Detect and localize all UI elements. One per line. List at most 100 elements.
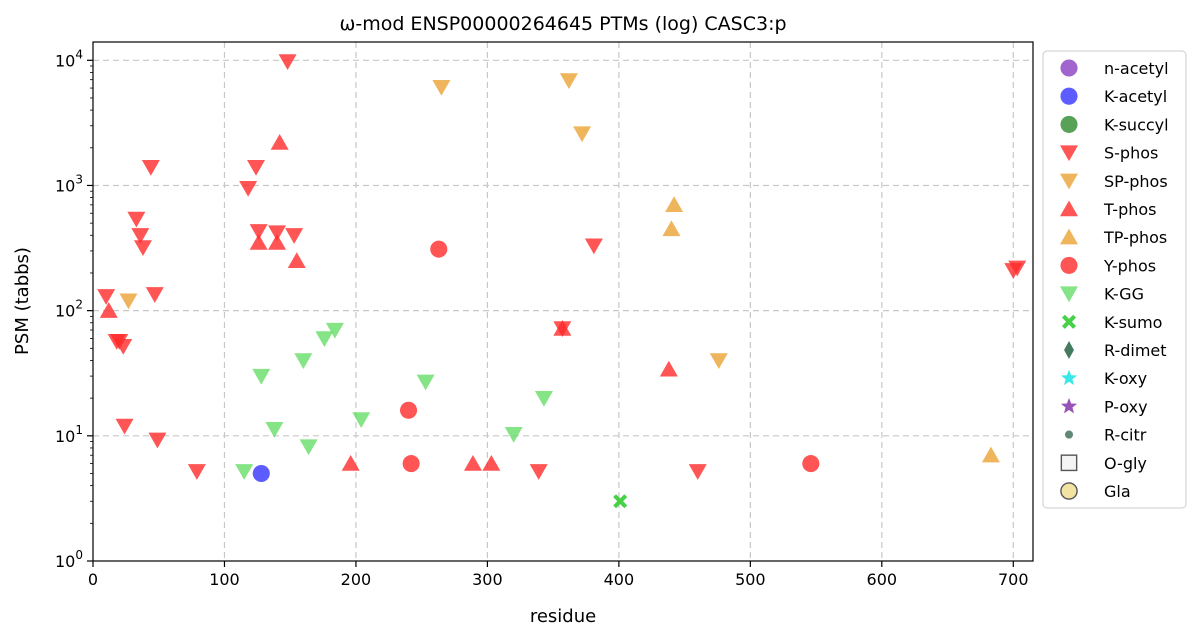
t-phos-point (463, 455, 482, 471)
s-phos-point (688, 464, 707, 480)
k-gg-point (416, 374, 435, 391)
legend-marker-s-phos (1060, 145, 1078, 162)
sp-phos-point (573, 126, 592, 143)
k-gg-point (504, 427, 523, 443)
x-tick-label: 600 (867, 570, 898, 589)
legend-item-t-phos: T-phos (1060, 200, 1157, 219)
s-phos-point (127, 211, 146, 228)
x-axis-ticks: 0 100 200 300 400 500 600 700 (88, 561, 1029, 589)
legend-marker-n-acetyl (1060, 59, 1078, 77)
legend-marker-y-phos (1060, 256, 1078, 274)
legend-label-r-dimet: R-dimet (1104, 341, 1167, 360)
gridlines (93, 42, 1033, 561)
legend-item-sp-phos: SP-phos (1060, 172, 1168, 191)
k-gg-point (299, 439, 318, 456)
s-phos-point (584, 238, 603, 255)
x-tick-label: 300 (472, 570, 503, 589)
x-tick-label: 200 (341, 570, 372, 589)
s-phos-point (278, 54, 297, 70)
s-phos-point (145, 287, 164, 303)
t-phos-point (249, 233, 268, 250)
tp-phos-point (662, 220, 681, 237)
legend-marker-r-dimet (1064, 341, 1074, 359)
y-axis-ticks: 100 101 102 103 104 (55, 47, 93, 571)
legend-item-s-phos: S-phos (1060, 144, 1158, 163)
x-tick-label: 100 (209, 570, 240, 589)
y-tick-label: 101 (55, 423, 83, 446)
t-phos-point (482, 455, 501, 471)
legend-marker-tp-phos (1060, 228, 1078, 245)
legend-item-k-gg: K-GG (1060, 285, 1144, 304)
chart-title: ω-mod ENSP00000264645 PTMs (log) CASC3:p (339, 13, 786, 35)
legend-label-r-citr: R-citr (1104, 426, 1147, 445)
k-gg-point (315, 331, 334, 347)
y-phos-point (399, 401, 418, 419)
legend-item-r-citr: R-citr (1064, 426, 1147, 445)
s-phos-point (131, 228, 150, 244)
t-phos-point (659, 360, 678, 377)
legend-marker-gla (1060, 482, 1078, 500)
legend-marker-k-oxy (1060, 369, 1078, 386)
legend-label-k-oxy: K-oxy (1104, 369, 1147, 388)
s-phos-point (247, 159, 266, 176)
data-points (97, 54, 1027, 509)
k-acetyl-point (252, 464, 270, 483)
k-gg-point (325, 322, 344, 339)
s-phos-point (148, 432, 167, 449)
k-gg-point (252, 368, 271, 385)
legend: n-acetyl K-acetyl K-succyl S-phos SP-phos T-p… (1042, 50, 1187, 509)
t-phos-point (287, 252, 306, 269)
sp-phos-point (119, 293, 138, 310)
k-sumo-point (613, 494, 628, 509)
legend-item-k-sumo: K-sumo (1061, 313, 1162, 332)
s-phos-point (268, 225, 287, 242)
tp-phos-point (665, 196, 684, 213)
legend-marker-k-succyl (1060, 115, 1078, 133)
k-gg-point (352, 412, 371, 429)
y-phos-point (430, 240, 448, 258)
legend-label-k-gg: K-GG (1104, 285, 1144, 304)
s-phos-point (115, 418, 134, 435)
legend-label-n-acetyl: n-acetyl (1104, 59, 1169, 78)
t-phos-point (99, 302, 118, 318)
s-phos-point (114, 338, 133, 355)
legend-label-k-succyl: K-succyl (1104, 115, 1169, 134)
legend-marker-sp-phos (1060, 173, 1078, 190)
y-phos-point (802, 455, 820, 473)
s-phos-point (133, 240, 152, 256)
legend-item-p-oxy: P-oxy (1060, 397, 1148, 416)
legend-item-k-oxy: K-oxy (1060, 369, 1147, 388)
legend-marker-o-gly (1060, 454, 1078, 472)
legend-item-gla: Gla (1060, 482, 1131, 501)
x-tick-label: 0 (88, 570, 98, 589)
y-axis-label: PSM (tabbs) (12, 247, 33, 355)
k-gg-point (534, 390, 553, 407)
x-axis-label: residue (530, 606, 596, 627)
s-phos-point (141, 159, 160, 176)
t-phos-point (553, 319, 572, 336)
plot-frame (92, 41, 1034, 562)
legend-marker-p-oxy (1060, 397, 1078, 414)
y-tick-label: 100 (55, 548, 83, 571)
legend-item-k-acetyl: K-acetyl (1060, 87, 1167, 106)
legend-item-y-phos: Y-phos (1060, 256, 1156, 275)
legend-label-k-acetyl: K-acetyl (1104, 87, 1167, 106)
legend-marker-r-citr (1064, 430, 1074, 439)
s-phos-point (187, 464, 206, 480)
legend-label-t-phos: T-phos (1103, 200, 1157, 219)
y-tick-label: 102 (55, 298, 83, 321)
y-tick-label: 104 (55, 47, 83, 70)
s-phos-point (239, 181, 258, 197)
legend-item-tp-phos: TP-phos (1060, 228, 1167, 247)
x-tick-label: 700 (998, 570, 1029, 589)
s-phos-point (1008, 260, 1027, 277)
legend-marker-t-phos (1060, 200, 1078, 217)
legend-label-s-phos: S-phos (1104, 144, 1158, 163)
legend-label-o-gly: O-gly (1104, 454, 1147, 473)
y-tick-label: 103 (55, 172, 83, 195)
legend-marker-k-sumo (1061, 314, 1077, 329)
legend-label-gla: Gla (1104, 482, 1131, 501)
t-phos-point (270, 134, 289, 150)
s-phos-point (285, 228, 304, 244)
